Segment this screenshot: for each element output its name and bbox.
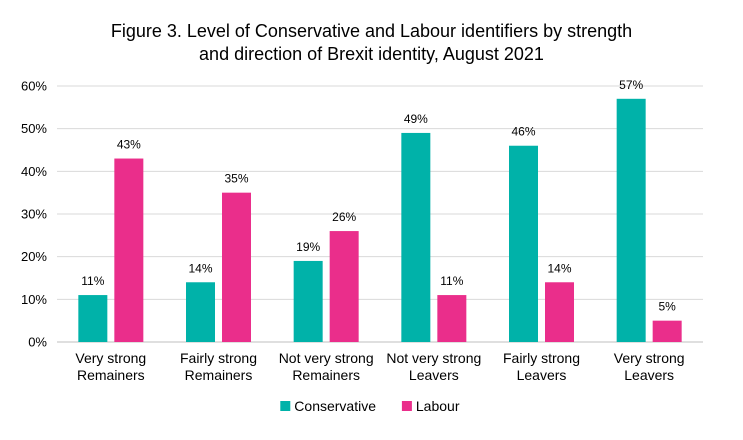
bar-labour xyxy=(545,282,574,342)
category-label-line: Leavers xyxy=(517,367,567,383)
data-label: 57% xyxy=(619,78,643,92)
bar-conservative xyxy=(78,295,108,342)
data-label: 49% xyxy=(404,112,428,126)
data-label: 19% xyxy=(296,240,320,254)
data-label: 11% xyxy=(440,274,463,288)
category-label: Fairly strong Leavers xyxy=(503,350,580,383)
bar-labour xyxy=(222,192,251,342)
bar-labour xyxy=(652,320,682,342)
y-tick-label: 40% xyxy=(21,164,47,179)
bar-conservative xyxy=(616,98,646,342)
category-label-line: Very strong xyxy=(614,350,685,366)
y-tick-label: 60% xyxy=(21,79,47,94)
chart-title: Figure 3. Level of Conservative and Labo… xyxy=(0,20,743,66)
bar-labour xyxy=(114,158,144,342)
category-label: Very strong Remainers xyxy=(75,350,146,383)
data-label: 35% xyxy=(224,172,248,186)
category-label-line: Remainers xyxy=(77,367,145,383)
y-tick-label: 0% xyxy=(28,335,47,350)
y-tick-label: 20% xyxy=(21,249,47,264)
y-tick-label: 10% xyxy=(21,292,47,307)
category-label: Very strong Leavers xyxy=(614,350,685,383)
bar-conservative xyxy=(186,282,215,342)
data-label: 14% xyxy=(188,261,212,275)
legend-label: Conservative xyxy=(294,398,376,414)
bar-conservative xyxy=(509,145,538,342)
category-label-line: Very strong xyxy=(75,350,146,366)
category-label: Not very strong Leavers xyxy=(386,350,481,383)
category-label-line: Not very strong xyxy=(386,350,481,366)
category-label-line: Leavers xyxy=(409,367,459,383)
y-tick-label: 50% xyxy=(21,121,47,136)
category-label: Not very strong Remainers xyxy=(279,350,374,383)
chart-title-line-1: Figure 3. Level of Conservative and Labo… xyxy=(110,21,633,41)
bar-conservative xyxy=(401,132,431,342)
chart-title-line-2: and direction of Brexit identity, August… xyxy=(199,44,544,64)
legend-swatch xyxy=(401,401,412,411)
category-label-line: Remainers xyxy=(185,367,253,383)
data-label: 26% xyxy=(332,210,356,224)
category-label-line: Fairly strong xyxy=(503,350,580,366)
category-label-line: Leavers xyxy=(624,367,674,383)
y-tick-label: 30% xyxy=(21,207,47,222)
data-label: 14% xyxy=(547,261,571,275)
bar-labour xyxy=(329,231,359,342)
bar-labour xyxy=(437,295,467,342)
category-label-line: Fairly strong xyxy=(180,350,257,366)
data-label: 11% xyxy=(81,274,104,288)
bar-conservative xyxy=(293,260,323,342)
category-label-line: Not very strong xyxy=(279,350,374,366)
category-label: Fairly strong Remainers xyxy=(180,350,257,383)
legend-label: Labour xyxy=(416,398,460,414)
data-label: 43% xyxy=(117,138,141,152)
data-label: 46% xyxy=(511,125,535,139)
data-label: 5% xyxy=(658,300,676,314)
category-label-line: Remainers xyxy=(292,367,360,383)
legend-swatch xyxy=(280,401,291,411)
